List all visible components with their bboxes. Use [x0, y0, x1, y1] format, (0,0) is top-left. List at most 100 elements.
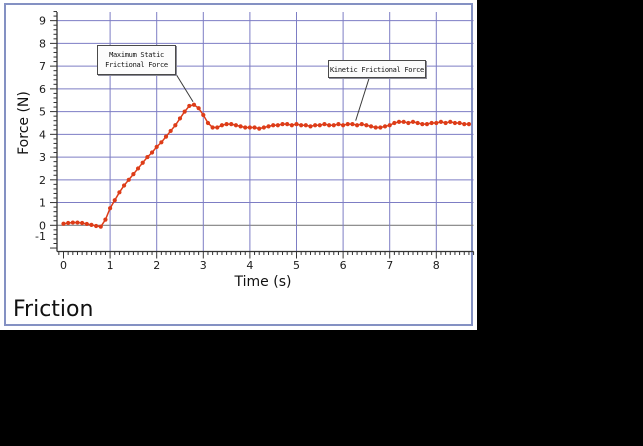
data-point[interactable] — [373, 125, 378, 130]
data-point[interactable] — [233, 123, 239, 128]
annotation-pointer-line — [355, 78, 370, 121]
data-point[interactable] — [75, 220, 80, 225]
x-tick-label: 5 — [293, 259, 300, 272]
data-point[interactable] — [438, 119, 444, 124]
data-point[interactable] — [257, 126, 262, 131]
data-point[interactable] — [341, 123, 346, 128]
data-point[interactable] — [205, 120, 211, 126]
data-point[interactable] — [201, 112, 206, 118]
data-point[interactable] — [70, 220, 75, 225]
data-point[interactable] — [410, 119, 416, 124]
data-point[interactable] — [187, 103, 192, 109]
data-point[interactable] — [80, 220, 85, 226]
data-point[interactable] — [135, 166, 141, 171]
data-point[interactable] — [392, 120, 397, 126]
y-tick-label: 0 — [39, 219, 46, 232]
data-point[interactable] — [429, 120, 434, 126]
data-point[interactable] — [313, 123, 318, 128]
data-point[interactable] — [261, 125, 266, 130]
data-point[interactable] — [103, 217, 108, 222]
data-point[interactable] — [382, 124, 388, 129]
data-point[interactable] — [368, 124, 374, 129]
data-point[interactable] — [112, 198, 117, 203]
data-point[interactable] — [345, 122, 350, 127]
data-point[interactable] — [98, 224, 103, 229]
data-point[interactable] — [308, 124, 313, 129]
data-point[interactable] — [443, 120, 448, 126]
data-point[interactable] — [434, 120, 439, 126]
y-axis-title: Force (N) — [16, 91, 32, 155]
data-point[interactable] — [457, 120, 462, 126]
data-point[interactable] — [252, 125, 257, 130]
annotation-line: Kinetic Frictional Force — [330, 66, 424, 74]
data-point[interactable] — [336, 122, 341, 127]
data-point[interactable] — [424, 122, 430, 127]
data-point[interactable] — [322, 122, 327, 127]
data-point[interactable] — [466, 122, 472, 127]
data-point[interactable] — [140, 160, 145, 165]
data-point[interactable] — [294, 122, 299, 127]
data-point[interactable] — [238, 124, 243, 129]
data-point[interactable] — [387, 123, 392, 128]
data-point[interactable] — [94, 223, 99, 229]
data-point[interactable] — [331, 123, 336, 128]
data-point[interactable] — [350, 122, 355, 127]
data-point[interactable] — [196, 106, 201, 111]
data-point[interactable] — [215, 125, 220, 130]
data-point[interactable] — [154, 144, 159, 149]
data-point[interactable] — [452, 120, 458, 126]
data-point[interactable] — [108, 206, 113, 211]
data-point[interactable] — [126, 177, 131, 182]
x-tick-label: 1 — [107, 259, 114, 272]
data-point[interactable] — [66, 220, 71, 226]
data-point[interactable] — [117, 190, 122, 195]
data-point[interactable] — [149, 150, 155, 155]
data-point[interactable] — [285, 122, 290, 127]
data-point[interactable] — [229, 122, 234, 127]
data-point[interactable] — [327, 123, 332, 128]
data-point[interactable] — [168, 128, 173, 134]
data-point[interactable] — [299, 123, 304, 128]
data-point[interactable] — [462, 122, 467, 127]
data-point[interactable] — [210, 125, 215, 130]
data-point[interactable] — [271, 123, 276, 128]
data-point[interactable] — [415, 120, 420, 126]
data-point[interactable] — [354, 123, 360, 128]
data-point[interactable] — [191, 102, 197, 107]
data-point[interactable] — [448, 119, 453, 124]
data-point[interactable] — [84, 221, 89, 227]
data-point[interactable] — [317, 123, 322, 128]
data-point[interactable] — [303, 123, 308, 128]
data-point[interactable] — [275, 123, 280, 128]
data-point[interactable] — [121, 183, 127, 188]
data-point[interactable] — [173, 123, 178, 128]
data-point[interactable] — [378, 125, 383, 130]
data-point[interactable] — [406, 120, 411, 126]
data-point[interactable] — [359, 122, 364, 127]
data-point[interactable] — [89, 222, 94, 227]
data-point[interactable] — [396, 119, 402, 124]
data-point[interactable] — [280, 122, 285, 127]
data-point[interactable] — [224, 122, 229, 127]
data-point[interactable] — [420, 122, 425, 127]
annotation-max-static-friction[interactable]: Maximum Static Frictional Force — [97, 45, 176, 75]
data-point[interactable] — [266, 124, 271, 129]
data-point[interactable] — [177, 116, 183, 121]
data-point[interactable] — [61, 221, 66, 226]
data-point[interactable] — [159, 140, 164, 145]
data-point[interactable] — [182, 109, 187, 114]
y-tick-label: 1 — [39, 197, 46, 210]
annotation-kinetic-friction[interactable]: Kinetic Frictional Force — [328, 60, 426, 78]
data-point[interactable] — [163, 134, 169, 139]
data-point[interactable] — [131, 172, 136, 177]
data-point[interactable] — [247, 125, 252, 130]
data-point[interactable] — [243, 125, 248, 130]
data-point[interactable] — [145, 154, 150, 160]
y-tick-label: 6 — [39, 83, 46, 96]
data-point[interactable] — [401, 119, 406, 124]
y-tick-label: 2 — [39, 174, 46, 187]
data-point[interactable] — [364, 123, 369, 128]
data-point[interactable] — [219, 123, 225, 128]
data-point[interactable] — [289, 123, 294, 128]
x-tick-label: 0 — [60, 259, 67, 272]
